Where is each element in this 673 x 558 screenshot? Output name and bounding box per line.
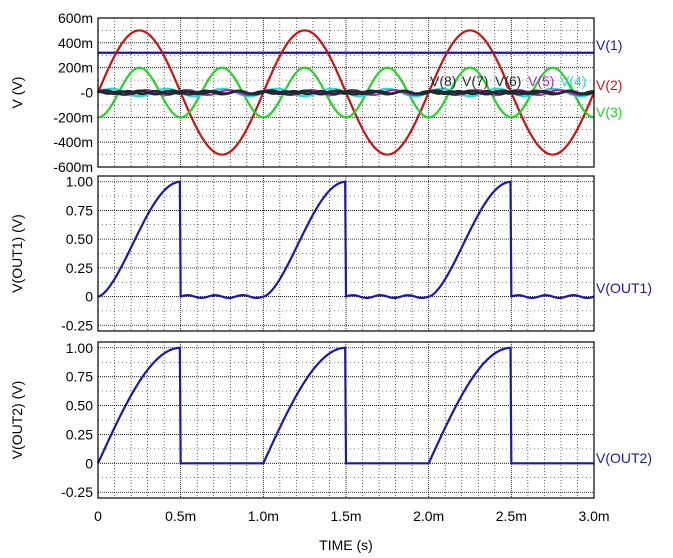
y-tick-label: 400m bbox=[58, 35, 93, 51]
y-tick-label: 0 bbox=[85, 455, 93, 471]
y-tick-label: -0.25 bbox=[61, 484, 93, 500]
x-tick-label: 1.5m bbox=[330, 508, 361, 524]
y-tick-label: 200m bbox=[58, 60, 93, 76]
x-tick-label: 2.5m bbox=[496, 508, 527, 524]
x-axis-label: TIME (s) bbox=[319, 537, 373, 553]
inline-series-label: V(4) bbox=[560, 73, 586, 89]
series-line-v3 bbox=[97, 66, 595, 119]
y-tick-label: 0.50 bbox=[66, 398, 93, 414]
y-axis-label: V (V) bbox=[9, 77, 25, 109]
y-tick-label: -400m bbox=[53, 134, 93, 150]
inline-series-label: V(5) bbox=[528, 73, 554, 89]
plot-frame bbox=[97, 17, 595, 168]
panel-1: -600m -400m -200m -0 200m 400m 600m V (V) V(1) V(… bbox=[9, 10, 622, 175]
legend-label: V(2) bbox=[596, 77, 622, 93]
inline-series-label: V(8) bbox=[430, 73, 456, 89]
y-tick-label: 1.00 bbox=[66, 340, 93, 356]
legend-label: V(1) bbox=[596, 37, 622, 53]
legend-label: V(3) bbox=[596, 104, 622, 120]
x-tick-label: 0 bbox=[94, 508, 102, 524]
panel-2: -0.25 0 0.25 0.50 0.75 1.00 V(OUT1) (V) V(OUT1) bbox=[9, 174, 652, 334]
y-tick-label: 0.25 bbox=[66, 260, 93, 276]
series-line-v6 bbox=[97, 89, 595, 96]
plot-frame bbox=[97, 341, 595, 499]
x-tick-label: 1.0m bbox=[248, 508, 279, 524]
y-tick-label: 0.50 bbox=[66, 231, 93, 247]
inline-series-label: V(6) bbox=[495, 73, 521, 89]
series-line-vout2 bbox=[97, 346, 595, 465]
inline-series-label: V(7) bbox=[462, 73, 488, 89]
plot-frame bbox=[97, 175, 595, 332]
x-tick-label: 2.0m bbox=[413, 508, 444, 524]
series-line-vout1 bbox=[97, 180, 595, 300]
y-axis-label: V(OUT1) (V) bbox=[9, 214, 25, 293]
series-line-v7 bbox=[97, 89, 595, 96]
y-axis-label: V(OUT2) (V) bbox=[9, 381, 25, 460]
y-tick-label: -0 bbox=[81, 85, 94, 101]
y-tick-label: -600m bbox=[53, 159, 93, 175]
x-tick-label: 0.5m bbox=[165, 508, 196, 524]
y-tick-label: 1.00 bbox=[66, 174, 93, 190]
series-line-v8 bbox=[97, 90, 595, 95]
y-tick-label: -0.25 bbox=[61, 317, 93, 333]
y-tick-label: 600m bbox=[58, 10, 93, 26]
y-tick-label: -200m bbox=[53, 109, 93, 125]
y-tick-label: 0.75 bbox=[66, 369, 93, 385]
y-tick-label: 0.25 bbox=[66, 426, 93, 442]
y-tick-label: 0 bbox=[85, 289, 93, 305]
x-tick-label: 3.0m bbox=[578, 508, 609, 524]
legend-label: V(OUT1) bbox=[596, 280, 652, 296]
legend-label: V(OUT2) bbox=[596, 450, 652, 466]
y-tick-label: 0.75 bbox=[66, 202, 93, 218]
